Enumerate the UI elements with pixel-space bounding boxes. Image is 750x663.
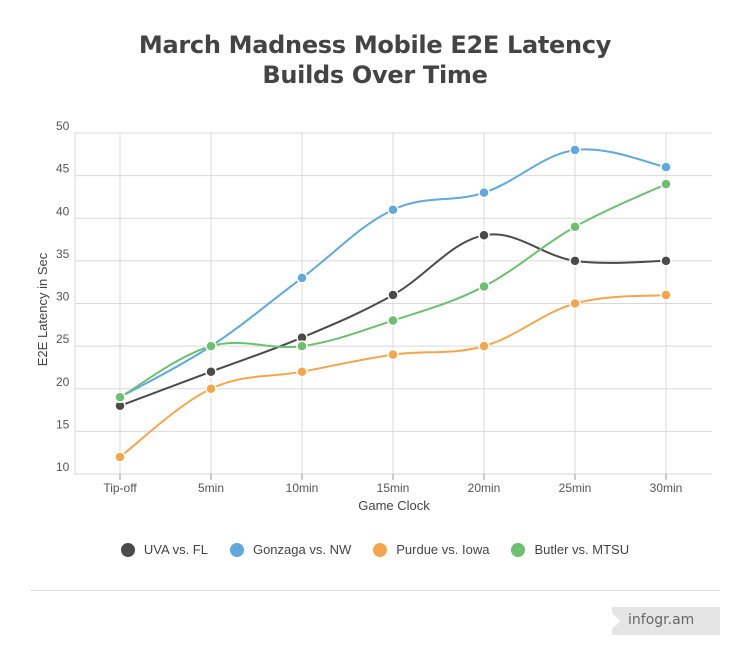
data-point-uva-vs-fl-4 [478, 229, 490, 242]
data-point-gonzaga-vs-nw-3 [387, 203, 399, 216]
legend-item-purdue-iowa[interactable]: Purdue vs. Iowa [373, 542, 489, 557]
data-point-gonzaga-vs-nw-6 [660, 161, 672, 173]
y-tick-label-10: 10 [56, 460, 70, 474]
chart-title-line-1: March Madness Mobile E2E Latency [138, 31, 612, 59]
data-point-purdue-vs-iowa-5 [569, 297, 581, 310]
y-tick-label-20: 20 [56, 375, 70, 389]
legend: UVA vs. FL Gonzaga vs. NW Purdue vs. Iow… [0, 542, 750, 557]
brand-badge-notch [612, 613, 620, 629]
x-tick-label-4: 20min [468, 481, 501, 495]
legend-item-uva-fl[interactable]: UVA vs. FL [120, 542, 208, 557]
data-point-uva-vs-fl-1 [205, 365, 217, 378]
legend-item-gonzaga-nw[interactable]: Gonzaga vs. NW [229, 542, 352, 557]
data-point-uva-vs-fl-6 [660, 255, 672, 267]
data-point-butler-vs-mtsu-3 [387, 314, 399, 327]
y-tick-label-35: 35 [56, 247, 70, 261]
data-point-gonzaga-vs-nw-4 [478, 186, 490, 199]
legend-marker-purdue-iowa [373, 542, 388, 557]
data-point-purdue-vs-iowa-1 [205, 383, 217, 395]
data-point-purdue-vs-iowa-4 [478, 340, 490, 352]
data-point-purdue-vs-iowa-0 [114, 451, 126, 463]
data-point-butler-vs-mtsu-6 [660, 178, 672, 190]
y-tick-label-45: 45 [56, 162, 70, 176]
legend-label-gonzaga-nw: Gonzaga vs. NW [252, 542, 352, 557]
y-tick-label-25: 25 [56, 332, 70, 346]
data-point-butler-vs-mtsu-0 [114, 391, 126, 404]
chart-title-line-2: Builds Over Time [262, 61, 488, 89]
data-point-butler-vs-mtsu-2 [296, 340, 308, 352]
data-point-gonzaga-vs-nw-5 [569, 144, 581, 156]
data-point-butler-vs-mtsu-5 [569, 221, 581, 233]
data-point-purdue-vs-iowa-6 [660, 289, 672, 301]
x-tick-label-3: 15min [377, 481, 410, 495]
legend-marker-butler-mtsu [511, 542, 526, 557]
legend-marker-uva-fl [120, 542, 135, 557]
y-tick-label-15: 15 [56, 417, 70, 431]
x-tick-label-5: 25min [559, 481, 592, 495]
data-point-uva-vs-fl-5 [569, 255, 581, 267]
chart-title: March Madness Mobile E2E Latency Builds … [0, 30, 750, 90]
brand-badge[interactable] [612, 607, 720, 635]
x-tick-label-6: 30min [650, 481, 683, 495]
data-point-purdue-vs-iowa-3 [387, 348, 399, 361]
legend-label-butler-mtsu: Butler vs. MTSU [534, 542, 630, 557]
y-tick-label-40: 40 [56, 204, 70, 218]
data-point-butler-vs-mtsu-1 [205, 340, 217, 352]
data-point-purdue-vs-iowa-2 [296, 365, 308, 378]
data-point-butler-vs-mtsu-4 [478, 280, 490, 293]
legend-item-butler-mtsu[interactable]: Butler vs. MTSU [511, 542, 629, 557]
legend-label-uva-fl: UVA vs. FL [143, 542, 208, 557]
line-chart: 10 15 20 25 30 35 40 45 50 Tip-off 5min 10min 15min 2… [35, 119, 712, 513]
data-point-gonzaga-vs-nw-2 [296, 272, 308, 284]
x-axis-label: Game Clock [358, 498, 430, 513]
legend-label-purdue-iowa: Purdue vs. Iowa [396, 542, 490, 557]
y-tick-label-30: 30 [56, 290, 70, 304]
x-tick-label-2: 10min [286, 481, 319, 495]
footer-divider [30, 590, 720, 591]
x-tick-label-0: Tip-off [103, 481, 137, 495]
y-tick-label-50: 50 [56, 119, 70, 133]
legend-marker-gonzaga-nw [229, 542, 244, 557]
x-tick-label-1: 5min [198, 481, 224, 495]
data-point-uva-vs-fl-3 [387, 289, 399, 301]
y-axis-label: E2E Latency in Sec [35, 252, 50, 366]
brand-text: infogr.am [628, 612, 695, 628]
